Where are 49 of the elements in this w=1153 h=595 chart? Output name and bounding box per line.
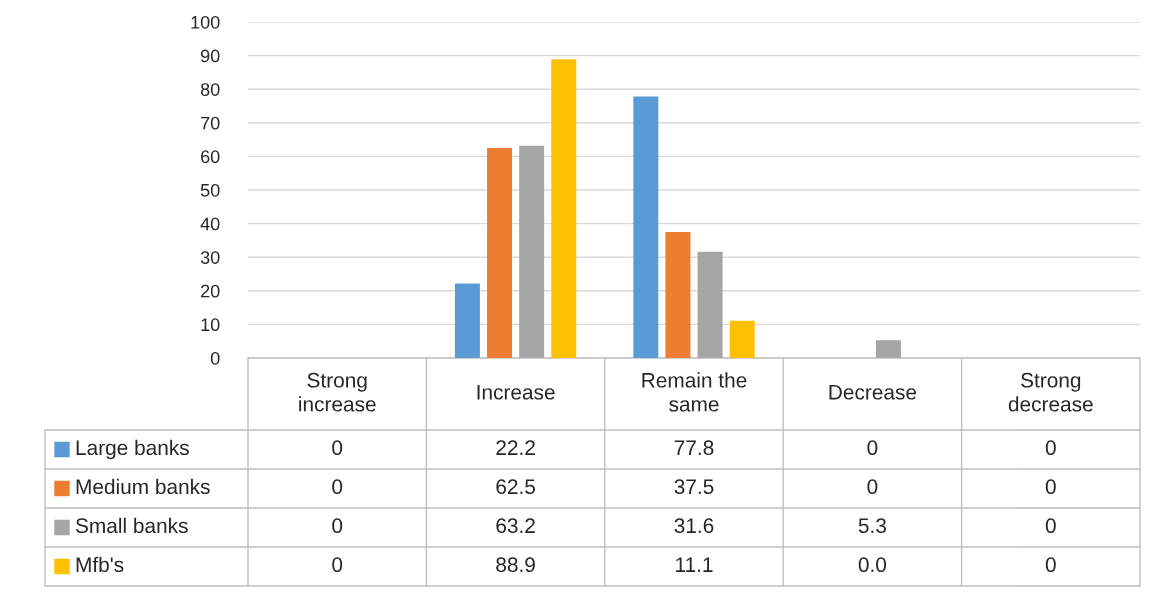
bar xyxy=(633,96,659,358)
bar xyxy=(519,145,545,358)
data-label: 0 xyxy=(867,440,878,456)
y-tick-label: 10 xyxy=(201,318,220,332)
x-tick-label: Increase xyxy=(477,385,555,400)
y-tick-label: 100 xyxy=(191,15,220,29)
data-label: 37.5 xyxy=(674,479,714,495)
data-label: 0 xyxy=(332,440,343,456)
y-tick-label: 90 xyxy=(200,49,220,63)
data-label: 0 xyxy=(332,557,343,573)
y-tick-label: 0 xyxy=(210,351,220,365)
x-tick-label: Strong increase xyxy=(299,372,376,412)
data-label: 0.0 xyxy=(858,557,887,573)
bar xyxy=(875,340,901,358)
bar xyxy=(697,251,723,358)
data-label: 77.8 xyxy=(674,440,714,456)
data-label: 0 xyxy=(1045,440,1056,456)
bar xyxy=(551,59,577,358)
y-tick-label: 60 xyxy=(201,150,220,164)
y-tick-label: 40 xyxy=(200,217,220,231)
data-label: 11.1 xyxy=(676,557,713,572)
x-tick-label: Decrease xyxy=(829,385,917,400)
data-label: 0 xyxy=(1045,557,1056,573)
data-label: 22.2 xyxy=(496,440,535,455)
y-tick-label: 20 xyxy=(201,284,220,298)
legend-label: Mfb's xyxy=(76,556,124,573)
data-label: 0 xyxy=(332,479,343,495)
data-label: 31.6 xyxy=(674,518,714,534)
data-label: 0 xyxy=(332,518,343,534)
x-tick-label: Remain the same xyxy=(642,372,747,412)
legend-label: Large banks xyxy=(76,439,189,460)
data-label: 0 xyxy=(867,479,878,495)
data-label: 0 xyxy=(1045,518,1056,534)
data-label: 63.2 xyxy=(496,518,535,534)
bar xyxy=(487,148,513,358)
legend-label: Small banks xyxy=(75,517,188,534)
bar xyxy=(454,283,480,358)
bar xyxy=(665,232,691,358)
data-label: 5.3 xyxy=(858,518,886,534)
bar xyxy=(729,320,755,358)
x-tick-label: Strong decrease xyxy=(1008,372,1093,412)
data-label: 62.5 xyxy=(496,479,535,495)
y-tick-label: 50 xyxy=(200,183,220,197)
data-label: 0 xyxy=(1045,479,1056,495)
y-tick-label: 80 xyxy=(200,83,220,96)
y-tick-label: 70 xyxy=(201,116,220,130)
legend-label: Medium banks xyxy=(76,478,210,495)
data-label: 88.9 xyxy=(496,557,535,573)
y-tick-label: 30 xyxy=(200,251,220,264)
